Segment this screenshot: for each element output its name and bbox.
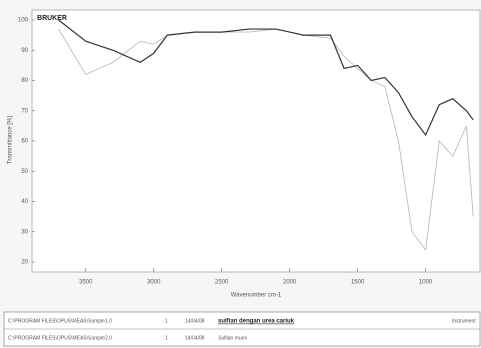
y-tick-label: 90: [21, 48, 28, 54]
y-axis-label: Transmittance [%]: [8, 116, 14, 164]
y-tick-label: 70: [21, 108, 28, 114]
y-tick-label: 80: [21, 78, 28, 84]
x-axis-label: Wavenumber cm-1: [231, 293, 282, 299]
spectrum-line: [58, 19, 474, 137]
table-cell: C:\PROGRAM FILES\OPUS\MEAS\Sample1.0: [8, 318, 112, 324]
table-cell: C:\PROGRAM FILES\OPUS\MEAS\Sample2.0: [8, 335, 112, 341]
x-tick-label: 3500: [79, 280, 93, 286]
x-tick-label: 2500: [215, 280, 229, 286]
y-tick-label: 50: [21, 169, 28, 175]
table-cell: Sulfian murni: [218, 335, 247, 341]
x-tick-label: 2000: [283, 280, 297, 286]
table-cell: sulfian dengan urea cariuk: [218, 319, 295, 325]
y-tick-label: 40: [21, 199, 28, 205]
table-cell: 1: [165, 318, 168, 324]
table-cell: 14/04/08: [185, 318, 205, 324]
logo: BRUKER: [37, 15, 67, 22]
table-cell: 14/04/08: [185, 335, 205, 341]
x-tick-label: 1500: [351, 280, 365, 286]
y-tick-label: 20: [21, 260, 28, 266]
x-tick-label: 1000: [419, 280, 433, 286]
y-tick-label: 30: [21, 229, 28, 235]
x-tick-label: 3000: [147, 280, 161, 286]
table-cell: Instrument: [452, 318, 476, 324]
y-tick-label: 100: [18, 18, 29, 24]
spectrum-line: [58, 28, 474, 252]
table-cell: 1: [165, 335, 168, 341]
y-tick-label: 60: [21, 139, 28, 145]
plot-area: [31, 9, 481, 273]
